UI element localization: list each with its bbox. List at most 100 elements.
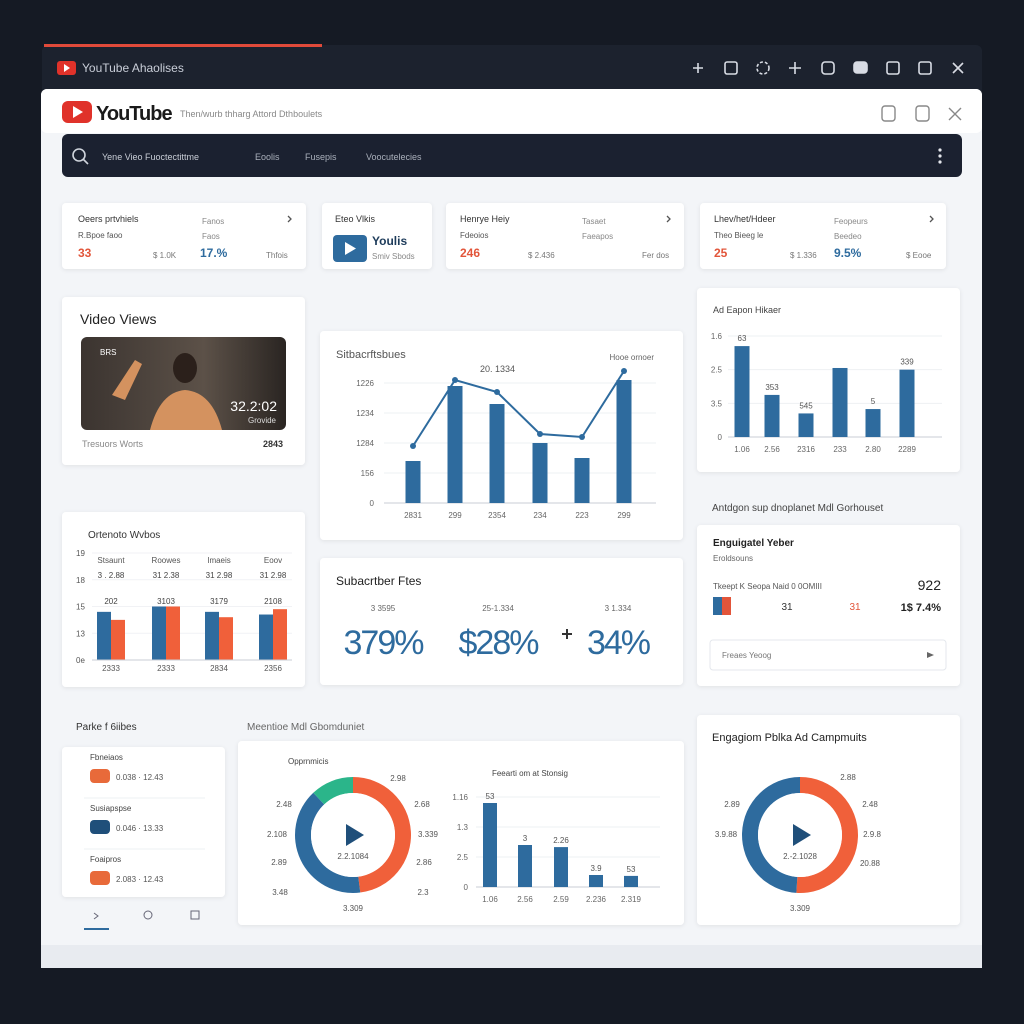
logo-play: [73, 106, 83, 118]
nav-icon[interactable]: [93, 912, 99, 920]
icon-refresh[interactable]: [756, 61, 770, 75]
search-bar[interactable]: [62, 134, 962, 177]
chart-title: Opprnmicis: [288, 757, 328, 766]
donut-segment: [353, 777, 411, 893]
header-subtitle: Then/wurb thharg Attord Dthboulets: [180, 109, 323, 119]
icon-user[interactable]: [918, 61, 932, 75]
card-subtitle: Theo Bieeg le: [714, 231, 764, 240]
bar: [624, 875, 638, 887]
x-tick-label: 2.59: [553, 895, 569, 904]
x-tick-label: 299: [617, 511, 631, 520]
card-title: Lhev/het/Hdeer: [714, 214, 776, 224]
label: Beedeo: [834, 232, 862, 241]
thumbnail-person-body: [112, 360, 222, 430]
nav-icon[interactable]: [143, 910, 153, 920]
card: [62, 203, 306, 269]
icon-lock[interactable]: [881, 105, 896, 122]
line-point: [452, 377, 458, 383]
icon-screen[interactable]: [724, 61, 738, 75]
donut-label: 3.9.88: [715, 830, 738, 839]
y-tick-label: 1284: [356, 439, 374, 448]
thumbnail: [81, 337, 286, 430]
icon-record[interactable]: [853, 61, 868, 74]
bar: [483, 803, 497, 887]
icon-add[interactable]: [789, 62, 801, 74]
y-tick-label: 2.5: [457, 853, 469, 862]
donut-label: 2.86: [416, 858, 432, 867]
annotation: 63: [738, 334, 747, 343]
menu-dots[interactable]: [938, 148, 942, 164]
icon-pin[interactable]: [693, 63, 703, 73]
icon-share[interactable]: [915, 105, 930, 122]
column-header: Imaeis: [207, 556, 231, 565]
annotation: 5: [871, 397, 876, 406]
x-tick-label: 299: [448, 511, 462, 520]
x-tick-label: 2.56: [764, 445, 780, 454]
annotation: 2.26: [553, 836, 569, 845]
bar: [447, 386, 463, 503]
bar: [899, 369, 915, 437]
x-tick-label: 233: [833, 445, 847, 454]
search-icon[interactable]: [72, 148, 86, 162]
bar: [273, 609, 287, 660]
card-subtitle: Fdeoios: [460, 231, 488, 240]
donut-label: 3.339: [418, 830, 439, 839]
column-header: Eoov: [264, 556, 282, 565]
donut-segment: [741, 777, 800, 893]
y-tick-label: 0: [464, 883, 469, 892]
line-point: [410, 443, 416, 449]
annotation: 20. 1334: [480, 364, 515, 374]
card-brand: Youlis: [372, 234, 407, 248]
icon-close[interactable]: [948, 107, 962, 121]
x-tick-label: 1.06: [482, 895, 498, 904]
label: Grovide: [248, 416, 277, 425]
donut-label: 3.309: [790, 904, 811, 913]
metric-value: 34%: [587, 624, 651, 662]
y-tick-label: 0e: [76, 656, 85, 665]
label: Thfois: [266, 251, 288, 260]
x-tick-label: 2.319: [621, 895, 642, 904]
section-note: Antdgon sup dnoplanet Mdl Gorhouset: [712, 503, 883, 514]
donut-label: 2.108: [267, 830, 288, 839]
y-tick-label: 2.5: [711, 366, 723, 375]
icon-window[interactable]: [886, 61, 900, 75]
y-tick-label: 13: [76, 629, 85, 638]
card: [446, 203, 684, 269]
load-progress: [44, 44, 322, 47]
brand: YouTube: [96, 103, 172, 125]
x-tick-label: 2289: [898, 445, 916, 454]
label: 3179: [210, 597, 228, 606]
bar: [489, 404, 505, 503]
label: 31: [849, 602, 861, 613]
column-header: Roowes: [152, 556, 181, 565]
input-text: Freaes Yeoog: [722, 651, 771, 660]
bar: [798, 413, 814, 437]
donut-label: 3.309: [343, 904, 364, 913]
chevron: [666, 215, 671, 223]
video-icon-play: [345, 242, 356, 255]
label: 202: [104, 597, 118, 606]
x-tick-label: 2333: [102, 664, 120, 673]
search-link: Fusepis: [305, 152, 337, 162]
card: [697, 288, 960, 472]
card-title: Subacrtber Ftes: [336, 574, 421, 588]
donut-label: 3.48: [272, 888, 288, 897]
card-title: Oeers prtvhiels: [78, 214, 139, 224]
duration: 32.2:02: [230, 398, 277, 414]
y-tick-label: 18: [76, 576, 85, 585]
label: 3 . 2.88: [98, 571, 125, 580]
x-tick-label: 2.56: [517, 895, 533, 904]
label: $ 1.336: [790, 251, 817, 260]
icon-camera[interactable]: [821, 61, 835, 75]
chevron: [929, 215, 934, 223]
search-icon-handle: [82, 158, 89, 165]
card: [700, 203, 946, 269]
donut-label: 2.48: [276, 800, 292, 809]
label: 2843: [263, 439, 283, 449]
x-tick-label: 2354: [488, 511, 506, 520]
nav-icon[interactable]: [190, 910, 200, 920]
icon-close[interactable]: [952, 62, 964, 74]
label: Tkeept K Seopa Naid 0 0OMIII: [713, 582, 822, 591]
input-box[interactable]: [709, 639, 947, 671]
donut-label: 2.89: [271, 858, 287, 867]
